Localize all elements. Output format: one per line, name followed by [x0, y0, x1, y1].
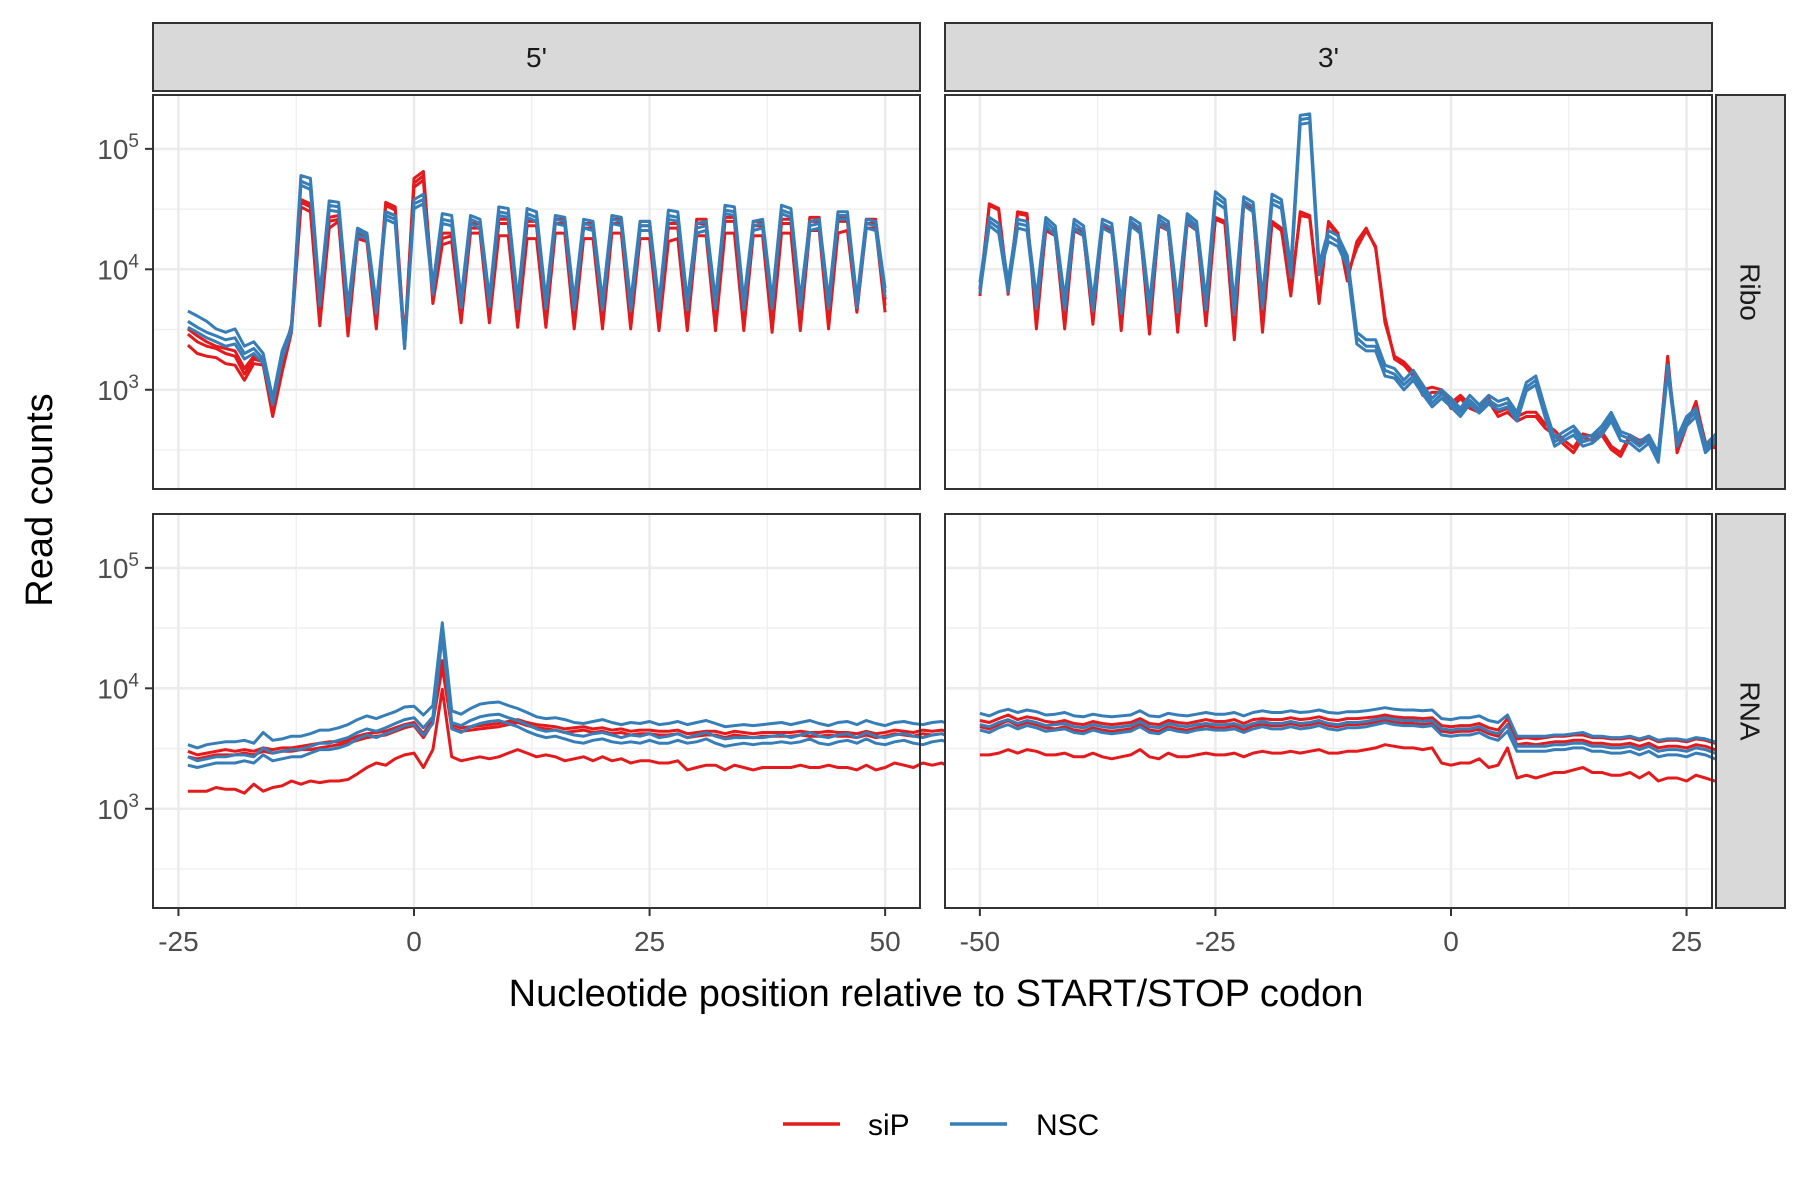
strip-top-box: [944, 22, 1713, 92]
y-tick-label: 103: [97, 372, 139, 406]
panel-rna-3prime: [944, 513, 1781, 909]
series-line-nsc: [978, 116, 1754, 460]
strip-top-label: 3': [1318, 42, 1339, 73]
series-line-nsc: [979, 706, 1781, 748]
legend-label-sip: siP: [868, 1109, 910, 1142]
panel-background: [153, 95, 920, 489]
x-tick-label: 0: [406, 926, 422, 957]
series-line-nsc: [979, 721, 1781, 767]
panel-border: [944, 513, 1713, 909]
panel-border: [152, 513, 921, 909]
series-line-sip: [978, 203, 1754, 455]
x-axis-title: Nucleotide position relative to START/ST…: [509, 973, 1364, 1015]
panel-background: [945, 95, 1712, 489]
panel-ribo-5prime: [152, 94, 921, 490]
strip-top-label: 5': [526, 42, 547, 73]
y-tick-label: 103: [97, 791, 139, 825]
panel-rna-5prime: [152, 513, 1112, 909]
x-tick-label: 25: [634, 926, 665, 957]
legend-label-nsc: NSC: [1036, 1109, 1099, 1142]
x-tick-label: 50: [870, 926, 901, 957]
y-tick-label: 104: [97, 251, 139, 285]
legend: siP NSC: [783, 1109, 1099, 1142]
strip-top-box: [152, 22, 921, 92]
strip-right-box: [1715, 94, 1786, 490]
panel-border: [944, 94, 1713, 490]
y-tick-label: 105: [97, 550, 139, 584]
panel-ribo-3prime: [944, 94, 1754, 490]
strip-right-label: RNA: [1735, 681, 1766, 740]
x-tick-label: 25: [1671, 926, 1702, 957]
panel-border: [152, 94, 921, 490]
series-line-nsc: [979, 716, 1781, 761]
series-line-sip: [979, 719, 1781, 757]
series-line-nsc: [978, 112, 1754, 455]
x-tick-label: -25: [158, 926, 198, 957]
y-axis-title: Read counts: [19, 393, 61, 606]
x-tick-label: -25: [1195, 926, 1235, 957]
x-tick-label: -50: [960, 926, 1000, 957]
strip-right-box: [1715, 513, 1786, 909]
series-line-sip: [979, 743, 1781, 786]
axis-layer: 103 104 105 103 104 105 -25 0 25 50 -50 -25 0 25: [97, 131, 1702, 957]
strip-right-label: Ribo: [1735, 263, 1766, 321]
y-tick-label: 105: [97, 131, 139, 165]
panel-layer: [152, 94, 1781, 909]
strip-layer: 5' 3' Ribo RNA: [152, 22, 1786, 909]
panel-background: [153, 514, 920, 908]
x-tick-label: 0: [1443, 926, 1459, 957]
y-tick-label: 104: [97, 670, 139, 704]
series-line-nsc: [187, 183, 887, 407]
series-line-nsc: [978, 121, 1754, 464]
